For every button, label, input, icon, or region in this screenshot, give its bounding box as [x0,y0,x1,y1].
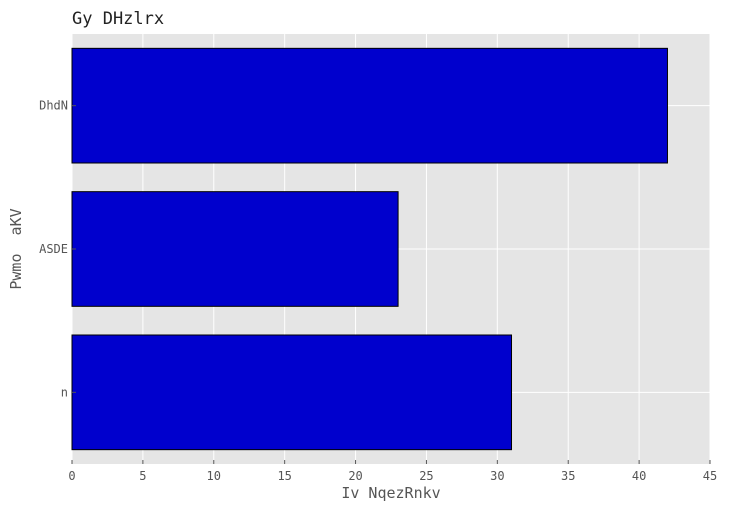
y-tick-label: DhdN [39,99,68,113]
x-tick-label: 30 [490,469,504,483]
y-tick-label: n [61,385,68,399]
x-axis-ticks: 0 5 10 15 20 25 30 35 40 45 [68,460,717,483]
x-tick-label: 15 [277,469,291,483]
x-tick-label: 35 [561,469,575,483]
x-tick-label: 45 [703,469,717,483]
bar-dhdn [71,47,668,164]
x-tick-label: 0 [68,469,75,483]
y-tick-label: ASDE [39,242,68,256]
chart-title: Gy DHzlrx [72,9,164,29]
x-tick-label: 40 [632,469,646,483]
bars [71,47,668,451]
x-tick-label: 25 [419,469,433,483]
bar-n [71,334,513,451]
x-tick-label: 20 [348,469,362,483]
x-tick-label: 10 [207,469,221,483]
y-axis-label: Pwmo aKV [7,208,25,289]
x-axis-label: Iv NqezRnkv [341,484,440,502]
y-axis-ticks: DhdN ASDE n [39,99,76,399]
bar-asde [71,191,399,307]
x-tick-label: 5 [139,469,146,483]
